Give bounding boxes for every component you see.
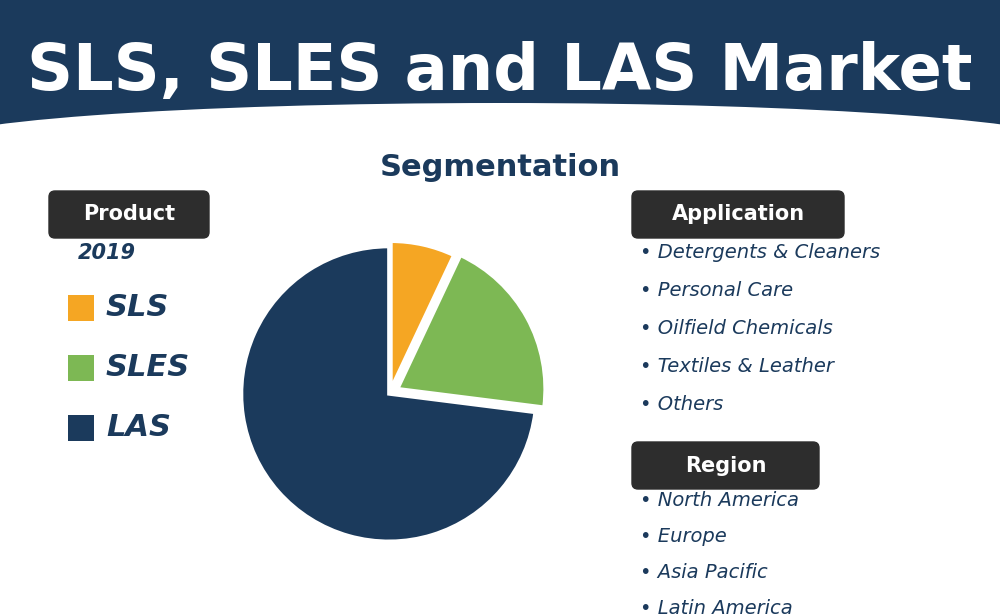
Wedge shape (242, 247, 535, 542)
Text: • Others: • Others (640, 395, 723, 413)
Text: Segmentation: Segmentation (379, 154, 621, 182)
Text: 2019: 2019 (78, 243, 136, 263)
Text: SLS: SLS (106, 293, 169, 322)
Text: • Oilfield Chemicals: • Oilfield Chemicals (640, 319, 833, 338)
Text: • Latin America: • Latin America (640, 599, 793, 614)
Text: • Europe: • Europe (640, 526, 727, 545)
Text: • North America: • North America (640, 491, 799, 510)
Text: Product: Product (83, 204, 175, 225)
FancyBboxPatch shape (49, 191, 209, 238)
Text: LAS: LAS (106, 413, 171, 443)
Bar (68, 355, 94, 381)
FancyBboxPatch shape (632, 191, 844, 238)
Bar (68, 295, 94, 321)
Text: • Personal Care: • Personal Care (640, 281, 793, 300)
Text: • Textiles & Leather: • Textiles & Leather (640, 357, 834, 376)
Text: Application: Application (671, 204, 805, 225)
FancyBboxPatch shape (632, 442, 819, 489)
Wedge shape (391, 241, 454, 389)
Text: • Detergents & Cleaners: • Detergents & Cleaners (640, 243, 880, 262)
Text: • Asia Pacific: • Asia Pacific (640, 562, 768, 581)
Text: SLES: SLES (106, 354, 190, 383)
Text: Region: Region (685, 456, 766, 475)
Wedge shape (398, 255, 545, 407)
Ellipse shape (0, 103, 1000, 187)
Bar (0, 0, 1000, 145)
Bar (68, 415, 94, 441)
Text: SLS, SLES and LAS Market: SLS, SLES and LAS Market (27, 41, 973, 103)
